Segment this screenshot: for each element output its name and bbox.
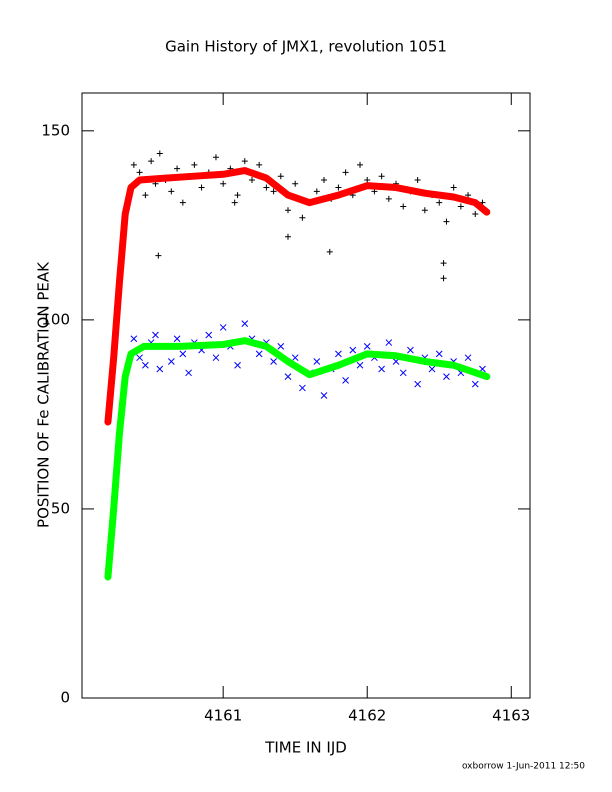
point <box>450 184 457 191</box>
fit-line <box>104 337 491 581</box>
point <box>212 354 220 362</box>
point <box>198 184 205 191</box>
point <box>357 161 364 168</box>
point <box>155 252 162 259</box>
point <box>168 188 175 195</box>
plot-frame <box>81 92 531 699</box>
point <box>205 331 213 339</box>
y-tick-label: 150 <box>41 121 70 139</box>
point <box>284 373 292 380</box>
point <box>335 184 342 191</box>
point <box>443 218 450 225</box>
point <box>313 188 320 195</box>
chart-title: Gain History of JMX1, revolution 1051 <box>165 38 447 56</box>
point <box>173 335 181 343</box>
x-tick-label: 4163 <box>492 707 530 725</box>
point <box>385 339 393 346</box>
point <box>457 203 464 210</box>
point <box>363 342 371 350</box>
point <box>435 350 443 358</box>
y-tick-label: 50 <box>51 499 70 517</box>
point <box>234 361 241 369</box>
point <box>291 354 299 362</box>
y-tick-label: 0 <box>60 689 70 707</box>
point <box>179 199 186 206</box>
point <box>263 184 270 191</box>
point <box>167 358 175 365</box>
point <box>465 192 472 199</box>
point <box>364 176 371 183</box>
point <box>464 354 472 362</box>
point <box>414 380 421 388</box>
fit-line <box>104 167 491 426</box>
point <box>277 173 284 180</box>
point <box>313 358 321 365</box>
point <box>174 165 181 172</box>
point <box>136 169 143 176</box>
point <box>421 207 428 214</box>
point <box>472 211 479 217</box>
x-tick-label: 4162 <box>348 707 386 725</box>
point <box>414 176 421 183</box>
point <box>378 365 385 373</box>
point <box>270 358 277 365</box>
point <box>219 324 227 331</box>
point <box>277 342 285 350</box>
point <box>471 380 479 388</box>
point <box>385 195 392 202</box>
y-axis-label: POSITION OF Fe CALIBRATION PEAK <box>35 261 53 528</box>
point <box>378 173 385 180</box>
point <box>179 350 187 358</box>
point <box>248 176 255 183</box>
point <box>234 192 241 199</box>
point <box>342 169 349 176</box>
point <box>436 199 443 206</box>
point <box>185 369 192 377</box>
point <box>284 233 291 240</box>
point <box>299 384 306 392</box>
point <box>142 192 149 199</box>
point <box>399 369 407 377</box>
point <box>212 154 219 161</box>
point <box>342 377 349 384</box>
point <box>220 180 227 187</box>
point <box>349 346 357 354</box>
point <box>231 199 238 206</box>
y-tick-label: 100 <box>41 310 70 328</box>
point <box>407 346 414 354</box>
point <box>156 150 163 157</box>
point <box>400 203 407 210</box>
point <box>321 176 328 183</box>
point <box>241 158 248 165</box>
point <box>292 180 299 187</box>
point <box>443 373 450 380</box>
point <box>142 361 149 369</box>
point <box>356 361 364 369</box>
point <box>152 331 159 339</box>
point <box>191 161 198 168</box>
point <box>148 158 155 165</box>
point <box>156 365 164 373</box>
point <box>256 161 263 168</box>
point <box>255 350 263 358</box>
x-tick-label: 4161 <box>204 707 242 725</box>
point <box>136 354 143 362</box>
point <box>440 260 447 267</box>
point <box>326 248 333 255</box>
point <box>130 335 138 343</box>
point <box>440 275 447 282</box>
footer: oxborrow 1-Jun-2011 12:50 <box>462 762 585 772</box>
point <box>320 392 328 399</box>
point <box>284 207 291 214</box>
x-axis-label: TIME IN IJD <box>264 739 347 757</box>
point <box>299 214 306 221</box>
point <box>130 161 137 168</box>
point <box>335 350 342 358</box>
point <box>241 320 249 328</box>
point <box>270 188 277 195</box>
point <box>428 365 436 373</box>
